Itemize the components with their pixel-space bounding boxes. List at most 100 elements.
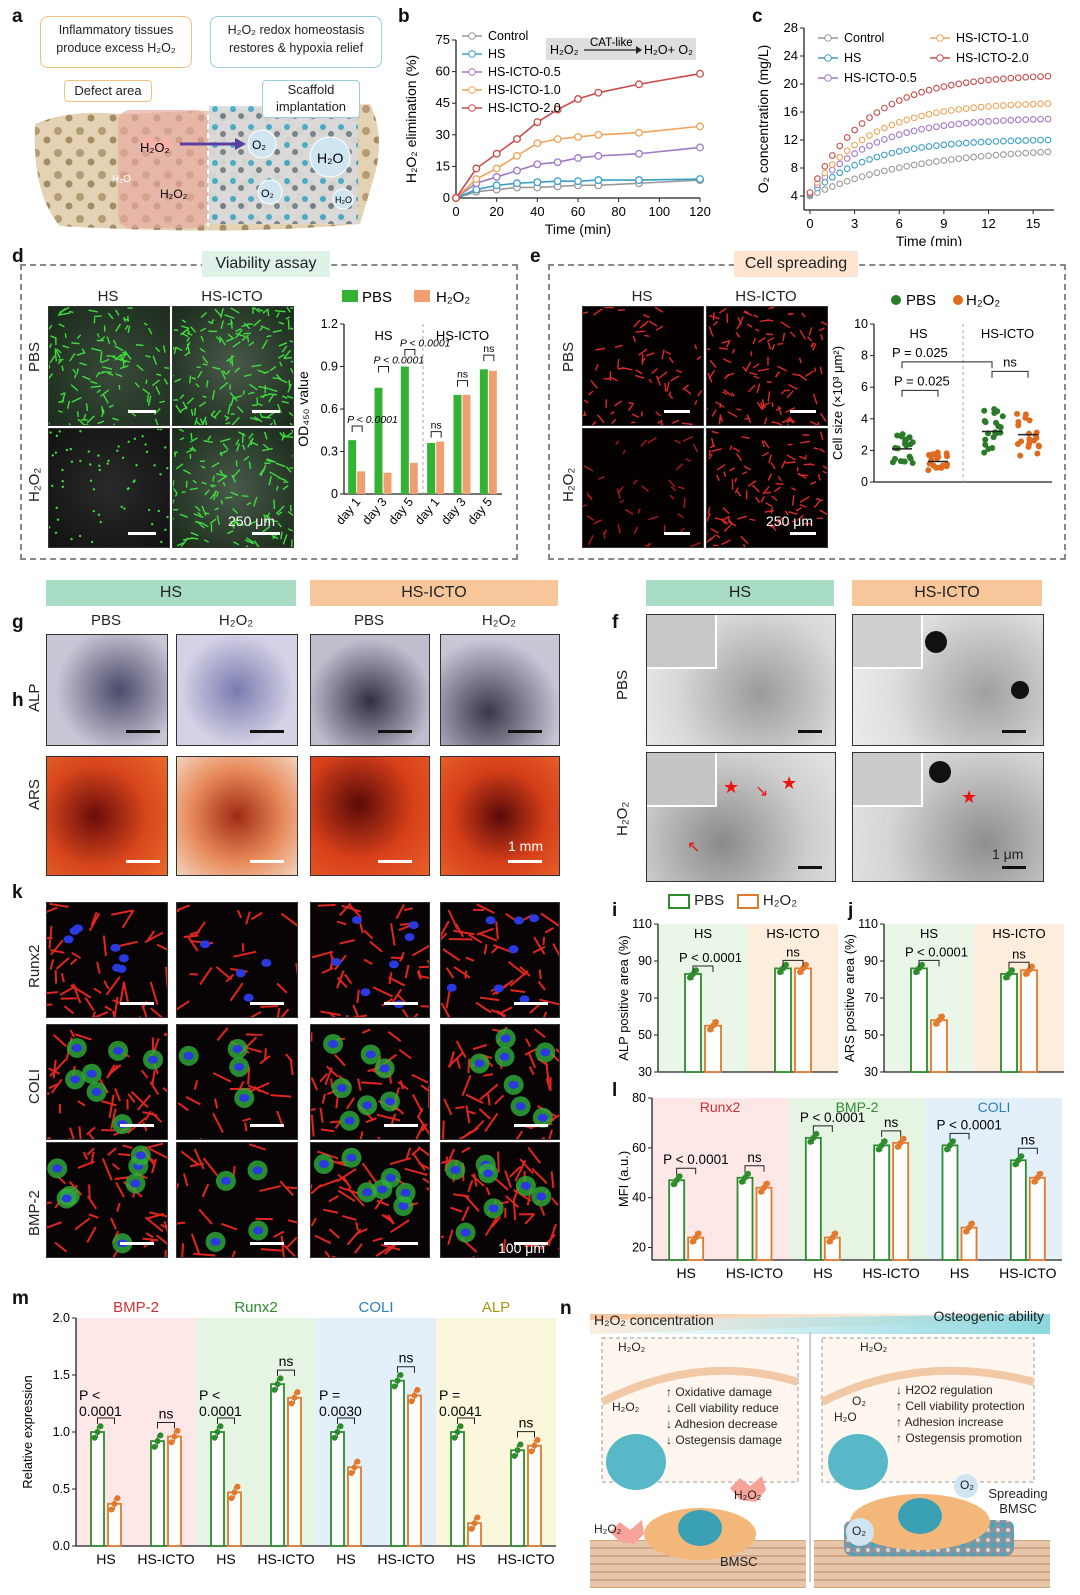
scale-bar: [508, 860, 542, 863]
data-point: [635, 149, 643, 158]
cell-dot: [145, 450, 149, 454]
cell: [58, 323, 65, 328]
actin: [91, 1011, 97, 1017]
cell: [210, 410, 216, 416]
cell: [179, 437, 185, 441]
cell: [148, 327, 153, 335]
data-point: [982, 441, 989, 448]
cell: [770, 507, 773, 514]
k-image: [310, 1142, 430, 1258]
sig-label: ns: [519, 1415, 534, 1431]
sig-label: P = 0.025: [894, 374, 950, 389]
actin: [156, 943, 167, 951]
data-point: [1037, 136, 1044, 144]
data-point: [866, 171, 873, 178]
k-image-content: [177, 1027, 294, 1139]
cell: [583, 465, 594, 472]
actin: [177, 1102, 189, 1112]
bar: [167, 1435, 182, 1547]
actin: [149, 1081, 160, 1096]
cell: [112, 356, 123, 362]
actin: [106, 1064, 119, 1079]
group-label: HS-ICTO: [992, 926, 1045, 941]
cell: [814, 367, 817, 372]
cell: [142, 388, 151, 395]
actin: [189, 1162, 204, 1168]
cell: [107, 372, 114, 376]
y-tick-label: 60: [632, 1141, 646, 1155]
cell: [781, 418, 791, 423]
actin: [339, 939, 355, 945]
cell: [210, 414, 217, 420]
g-img-2: [176, 634, 298, 746]
scaffold-illustration: H₂O₂ H₂O₂ H₂O O₂ O₂ H₂O H₂O: [34, 104, 379, 231]
nucleus: [362, 1188, 373, 1197]
row-alp: ALP: [26, 683, 43, 712]
cell: [790, 487, 797, 491]
actin: [418, 974, 429, 979]
bar: [873, 1144, 891, 1261]
cell: [262, 525, 271, 533]
x-tick-label: 0: [452, 204, 459, 219]
data-point: [918, 144, 925, 151]
cell: [289, 327, 293, 330]
bar: [684, 973, 702, 1073]
cell: [697, 390, 703, 397]
data-point: [918, 112, 925, 120]
cell: [658, 371, 668, 380]
cell: [236, 443, 241, 452]
data-point: [411, 1392, 418, 1399]
cell: [252, 307, 261, 313]
actin: [353, 1243, 363, 1254]
n-bmsc: BMSC: [720, 1554, 758, 1569]
actin: [465, 1093, 484, 1104]
sig-bracket: [991, 370, 1029, 378]
cell: [69, 353, 76, 362]
actin: [220, 1222, 238, 1231]
cell: [586, 515, 595, 521]
data-point: [910, 114, 918, 122]
cell-dot: [55, 434, 59, 438]
star-marker: ★: [723, 777, 740, 797]
cell: [179, 513, 188, 518]
data-point: [832, 1230, 839, 1237]
d-img-hs-h2o2: [48, 428, 170, 548]
data-point: [828, 183, 836, 190]
cell: [227, 333, 234, 340]
data-point: [472, 175, 481, 183]
cell: [220, 308, 224, 318]
x-tick-label: day 5: [465, 495, 495, 527]
cell: [151, 379, 160, 387]
data-point: [933, 84, 940, 92]
data-point: [1044, 100, 1052, 107]
data-point: [111, 1500, 118, 1507]
data-point: [414, 1386, 421, 1393]
bar: [479, 369, 488, 494]
cell: [657, 419, 663, 424]
data-point: [910, 161, 918, 169]
data-point: [902, 437, 909, 444]
actin: [189, 930, 201, 936]
cell: [767, 341, 772, 350]
data-point: [1022, 137, 1030, 144]
cell: [666, 381, 670, 392]
k-image-content: [441, 1026, 559, 1139]
actin: [387, 1031, 402, 1042]
cell: [586, 492, 593, 501]
sig-bracket: [782, 959, 804, 967]
legend-label: HS-ICTO-0.5: [488, 65, 561, 79]
actin: [337, 1189, 356, 1203]
data-point: [866, 114, 873, 122]
actin: [514, 1159, 527, 1182]
x-tick-label: HS: [813, 1265, 832, 1281]
actin: [544, 926, 555, 934]
data-point: [1014, 410, 1021, 417]
particle: [925, 631, 947, 653]
cell: [611, 418, 617, 425]
scale-bar: [378, 860, 412, 863]
k-row-runx2: Runx2: [26, 944, 43, 988]
sig-label: ns: [483, 343, 494, 355]
cell: [186, 332, 193, 336]
